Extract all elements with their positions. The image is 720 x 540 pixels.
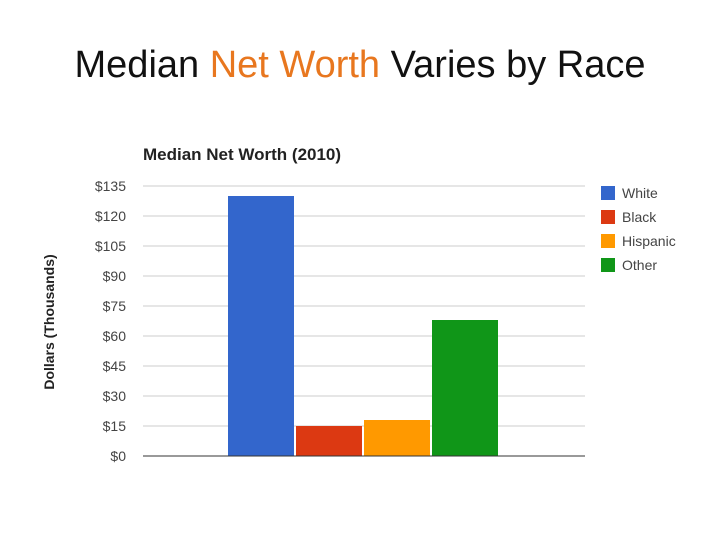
y-tick-label: $105 <box>95 238 126 254</box>
legend-label-other: Other <box>622 257 657 273</box>
y-tick-label: $120 <box>95 208 126 224</box>
bar-other <box>432 320 498 456</box>
legend-swatch-other <box>601 258 615 272</box>
y-axis-label: Dollars (Thousands) <box>41 254 57 389</box>
slide-title-accent: Net Worth <box>209 44 381 86</box>
y-tick-label: $90 <box>103 268 127 284</box>
bars <box>228 196 498 456</box>
legend-swatch-black <box>601 210 615 224</box>
legend-label-black: Black <box>622 209 657 225</box>
bar-black <box>296 426 362 456</box>
legend-swatch-white <box>601 186 615 200</box>
slide-title-end: Varies by Race <box>380 44 646 86</box>
y-axis-ticks: $0 $15 $30 $45 $60 $75 $90 $105 $120 $135 <box>95 178 126 464</box>
y-tick-label: $135 <box>95 178 126 194</box>
y-tick-label: $45 <box>103 358 127 374</box>
chart-title: Median Net Worth (2010) <box>143 145 341 164</box>
bar-white <box>228 196 294 456</box>
y-tick-label: $60 <box>103 328 127 344</box>
legend: White Black Hispanic Other <box>601 185 676 273</box>
slide-title: Median Net Worth Varies by Race <box>0 44 720 87</box>
y-tick-label: $75 <box>103 298 127 314</box>
bar-hispanic <box>364 420 430 456</box>
legend-swatch-hispanic <box>601 234 615 248</box>
y-tick-label: $0 <box>110 448 126 464</box>
slide-title-start: Median <box>74 44 210 86</box>
gridlines <box>143 185 585 427</box>
y-tick-label: $15 <box>103 418 127 434</box>
y-tick-label: $30 <box>103 388 127 404</box>
legend-label-hispanic: Hispanic <box>622 233 676 249</box>
legend-label-white: White <box>622 185 658 201</box>
